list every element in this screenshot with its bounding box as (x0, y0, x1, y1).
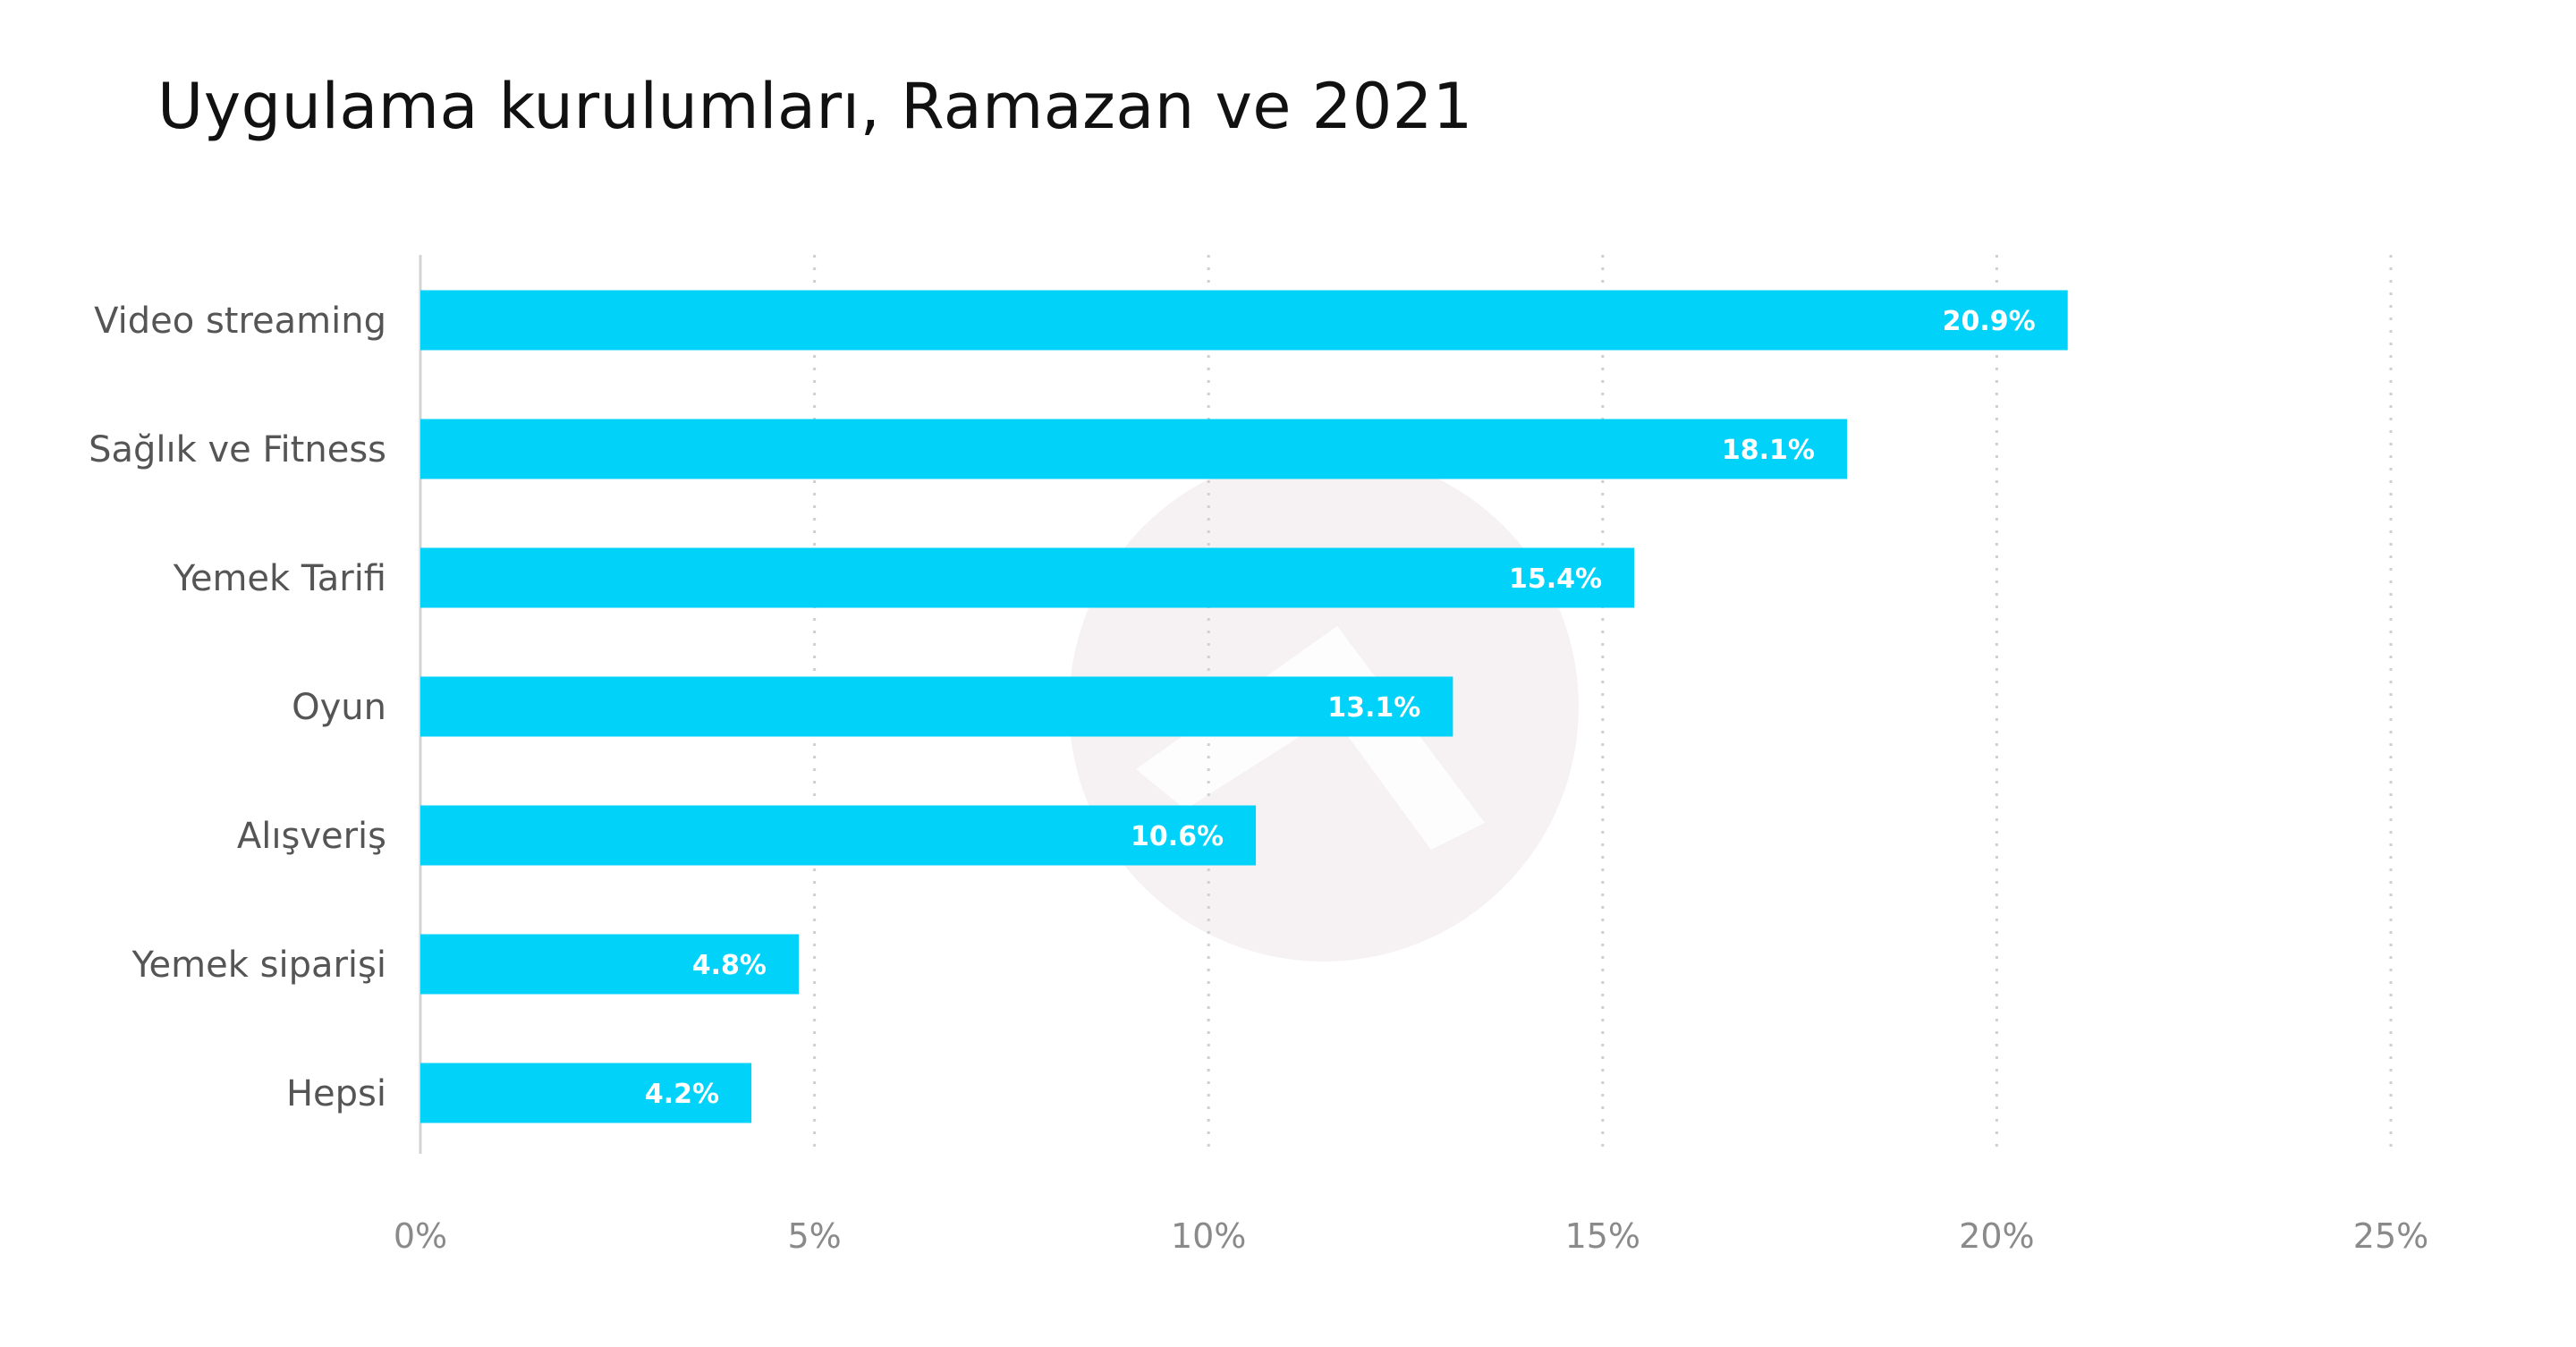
data-label: 4.2% (645, 1079, 719, 1110)
data-label: 18.1% (1722, 435, 1815, 466)
data-label: 4.8% (692, 950, 767, 981)
x-tick-label: 0% (394, 1216, 447, 1256)
x-tick-label: 5% (787, 1216, 841, 1256)
data-label: 13.1% (1327, 692, 1420, 724)
bar (420, 419, 1847, 479)
x-tick-label: 25% (2353, 1216, 2428, 1256)
category-label: Alışveriş (237, 816, 386, 857)
category-label: Yemek Tarifi (173, 558, 386, 599)
bar (420, 1063, 752, 1123)
category-label: Video streaming (94, 301, 386, 342)
category-label: Sağlık ve Fitness (89, 429, 386, 470)
data-label: 20.9% (1943, 306, 2036, 337)
bar (420, 290, 2068, 351)
category-label: Yemek siparişi (131, 945, 386, 986)
category-label: Oyun (292, 687, 386, 728)
bar (420, 547, 1635, 608)
bar (420, 934, 799, 995)
x-tick-label: 20% (1959, 1216, 2034, 1256)
x-tick-label: 15% (1565, 1216, 1640, 1256)
bars: 20.9% 18.1% 15.4% 13.1% 10.6% 4.8% 4.2% (420, 290, 2068, 1123)
data-label: 15.4% (1509, 563, 1602, 595)
bar (420, 805, 1257, 866)
category-label: Hepsi (286, 1073, 386, 1114)
chart-title: Uygulama kurulumları, Ramazan ve 2021 (157, 70, 1473, 143)
bar (420, 676, 1453, 737)
category-labels: Video streaming Sağlık ve Fitness Yemek Ta… (89, 301, 386, 1114)
x-tick-labels: 0% 5% 10% 15% 20% 25% (394, 1216, 2428, 1256)
data-label: 10.6% (1131, 821, 1224, 852)
x-tick-label: 10% (1171, 1216, 1246, 1256)
